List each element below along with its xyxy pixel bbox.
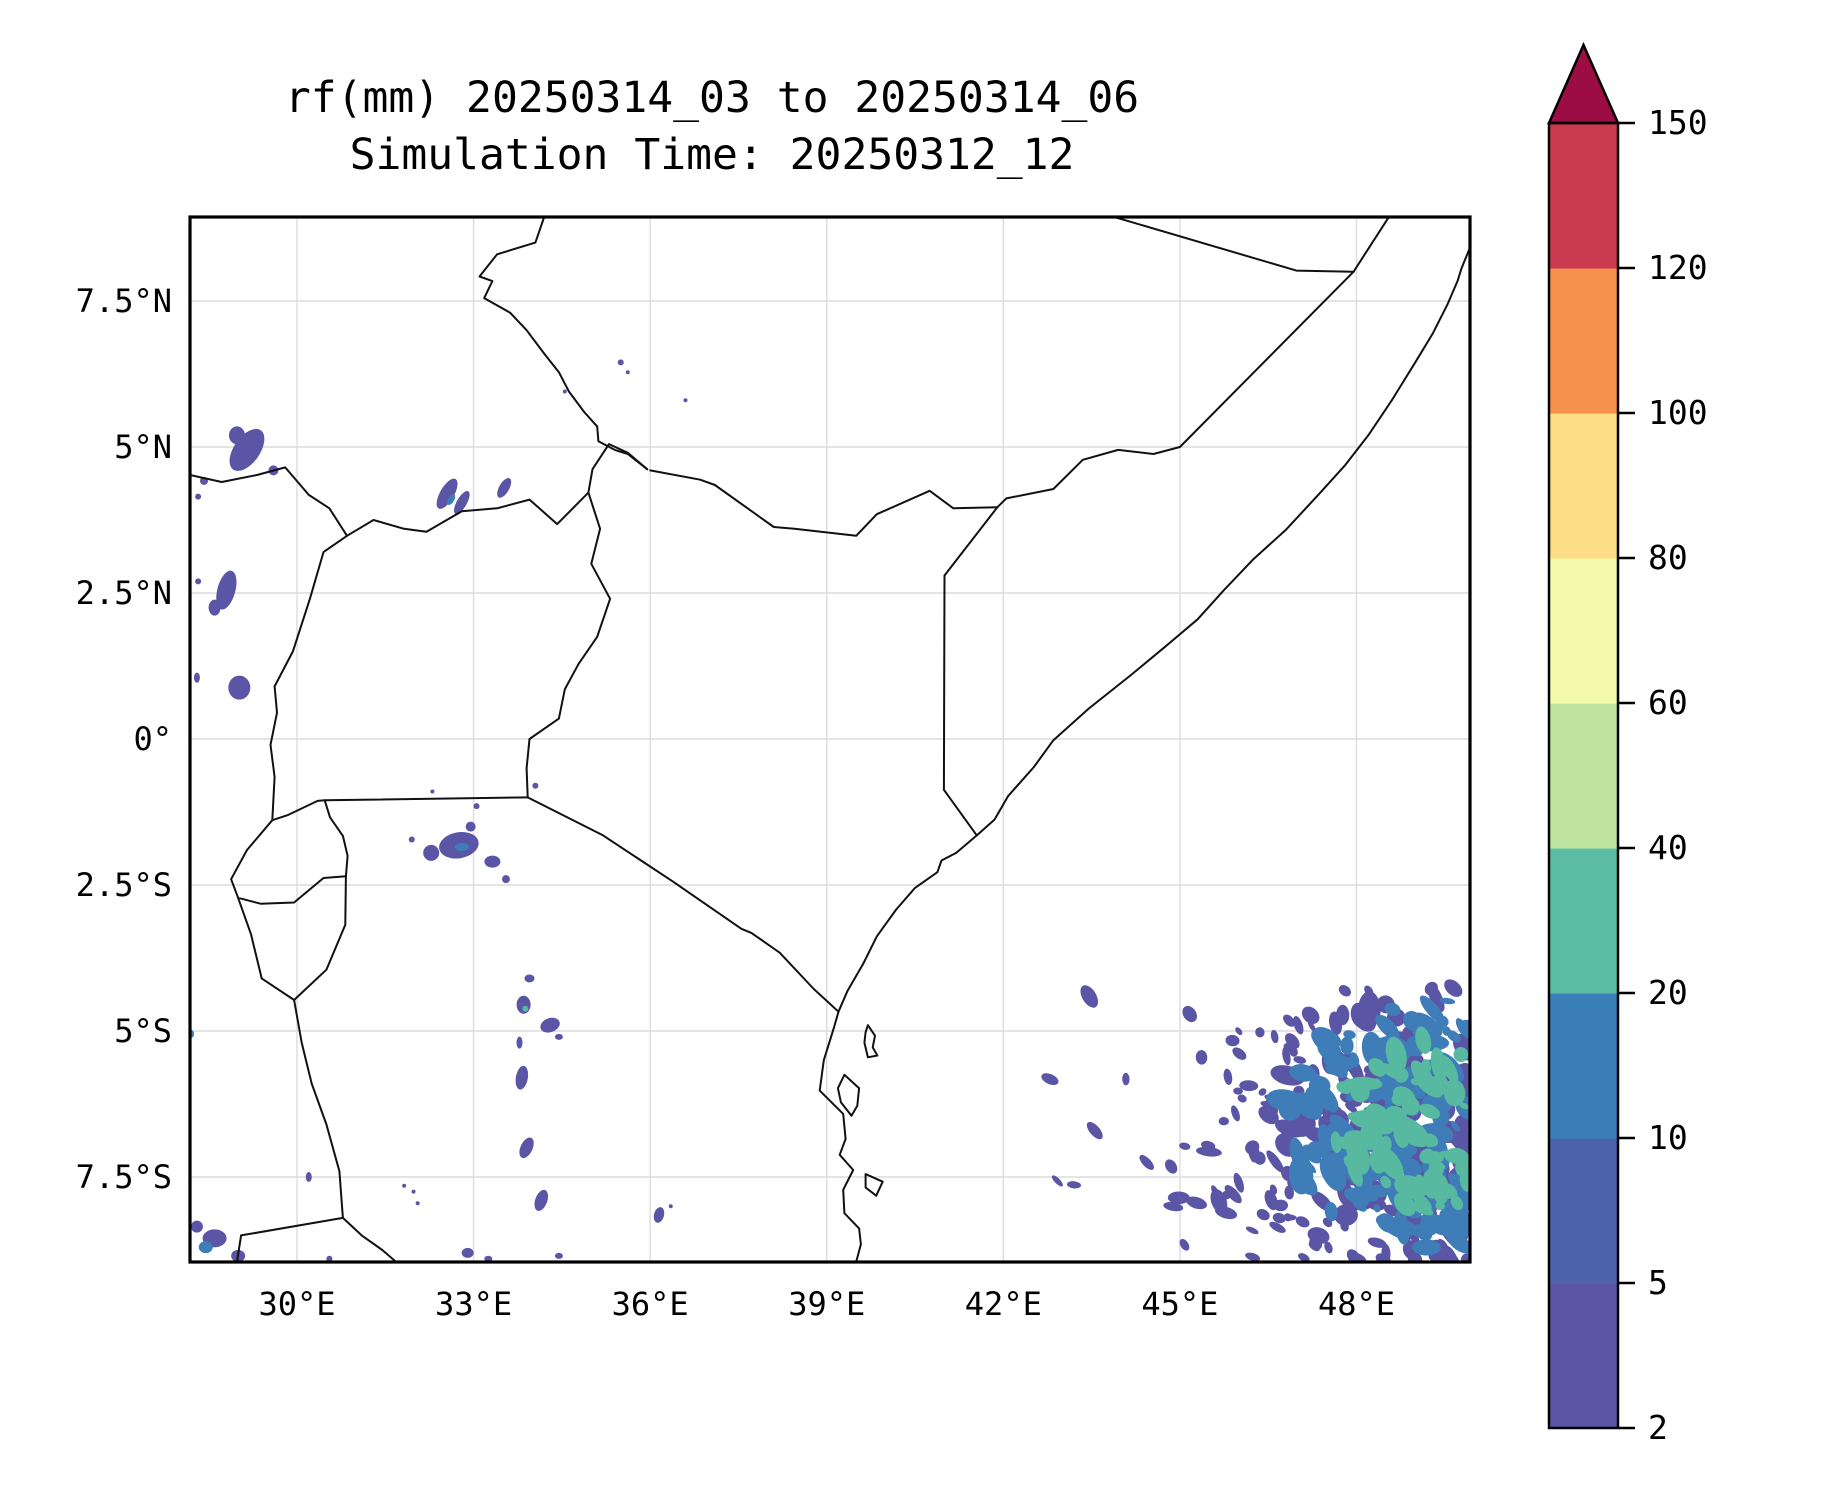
border-ethiopia-somalia-north xyxy=(1113,217,1390,273)
map-frame xyxy=(188,215,1472,1264)
border-burundi xyxy=(237,875,347,1001)
y-tick-label: 2.5°S xyxy=(75,866,172,904)
colorbar-tick-label: 2 xyxy=(1648,1408,1668,1447)
x-tick-label: 48°E xyxy=(1317,1285,1395,1323)
colorbar-over-arrow xyxy=(1547,41,1620,125)
colorbar-segment xyxy=(1549,123,1618,269)
colorbar-tick-label: 10 xyxy=(1648,1118,1688,1157)
colorbar xyxy=(1547,41,1635,1430)
border-pemba-island xyxy=(863,1024,879,1059)
colorbar-tick-label: 150 xyxy=(1648,103,1708,142)
rain-blobs xyxy=(190,359,688,1262)
y-tick-label: 7.5°N xyxy=(75,282,172,320)
colorbar-segment xyxy=(1549,558,1618,704)
colorbar-tick-label: 60 xyxy=(1648,683,1688,722)
border-kenya-tanzania-coast xyxy=(818,834,978,1262)
plot-subtitle: Simulation Time: 20250312_12 xyxy=(349,130,1075,180)
x-tick-label: 42°E xyxy=(964,1285,1042,1323)
colorbar-tick-label: 80 xyxy=(1648,538,1688,577)
y-tick-label: 0° xyxy=(133,720,172,758)
colorbar-outline xyxy=(1547,121,1620,1430)
border-zanzibar-island xyxy=(836,1073,861,1117)
x-tick-label: 39°E xyxy=(788,1285,866,1323)
border-south-sudan-ethiopia xyxy=(478,217,649,471)
x-tick-label: 45°E xyxy=(1141,1285,1219,1323)
border-sudan-uganda-chain xyxy=(190,466,590,537)
colorbar-tick-label: 20 xyxy=(1648,973,1688,1012)
colorbar-tick-label: 120 xyxy=(1648,248,1708,287)
x-tick-label: 36°E xyxy=(611,1285,689,1323)
colorbar-tick-label: 5 xyxy=(1648,1263,1668,1302)
colorbar-segment xyxy=(1549,993,1618,1139)
border-somalia-coast xyxy=(975,246,1470,837)
y-tick-label: 5°S xyxy=(114,1012,172,1050)
colorbar-segment xyxy=(1549,413,1618,559)
y-tick-label: 2.5°N xyxy=(75,574,172,612)
border-ilemi-triangle xyxy=(587,443,649,494)
colorbar-segment xyxy=(1549,1283,1618,1429)
colorbar-segment xyxy=(1549,848,1618,994)
x-tick-label: 33°E xyxy=(435,1285,513,1323)
border-ethiopia-kenya xyxy=(649,469,999,537)
border-tanzania-zambia xyxy=(341,1216,397,1262)
country-borders xyxy=(190,217,1470,1262)
border-drc-uganda-rift xyxy=(269,534,348,822)
border-lake-tanganyika-line xyxy=(293,999,344,1219)
border-uganda-tanzania-1S xyxy=(323,796,529,802)
border-rwanda xyxy=(230,799,349,905)
colorbar-segment xyxy=(1549,1138,1618,1284)
border-drc-zambia xyxy=(236,1216,344,1262)
border-mafia-island xyxy=(864,1173,884,1197)
colorbar-tick-label: 40 xyxy=(1648,828,1688,867)
border-kenya-tanzania xyxy=(526,796,840,1013)
border-uganda-kenya xyxy=(525,491,612,799)
y-tick-label: 5°N xyxy=(114,428,172,466)
colorbar-segment xyxy=(1549,703,1618,849)
rain-cluster-se xyxy=(1041,979,1470,1262)
border-ethiopia-somalia-southwest xyxy=(996,270,1355,509)
colorbar-tick-label: 100 xyxy=(1648,393,1708,432)
border-kenya-somalia xyxy=(942,506,999,837)
x-tick-label: 30°E xyxy=(258,1285,336,1323)
y-tick-label: 7.5°S xyxy=(75,1158,172,1196)
colorbar-segment xyxy=(1549,268,1618,414)
plot-title: rf(mm) 20250314_03 to 20250314_06 xyxy=(284,73,1140,123)
